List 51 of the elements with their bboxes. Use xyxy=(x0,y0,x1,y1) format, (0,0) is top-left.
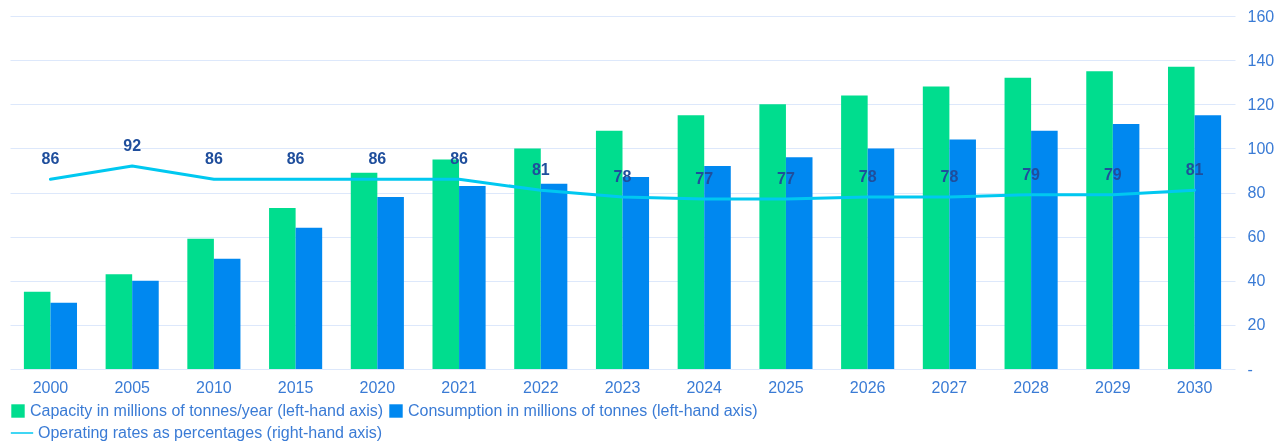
y-tick-label: 120 xyxy=(1247,95,1275,113)
x-tick-label: 2022 xyxy=(522,378,559,396)
x-tick-label: 2000 xyxy=(32,378,69,396)
data-label: 81 xyxy=(531,161,550,179)
x-tick-label: 2027 xyxy=(931,378,968,396)
bar xyxy=(350,172,378,369)
data-label: 92 xyxy=(123,137,142,155)
bar xyxy=(459,185,486,369)
data-label: 86 xyxy=(41,150,60,168)
y-tick-label: 40 xyxy=(1247,272,1266,290)
bar xyxy=(105,274,133,369)
x-tick-label: 2029 xyxy=(1095,378,1131,396)
y-tick-label: - xyxy=(1247,360,1253,378)
data-label: 77 xyxy=(777,170,795,188)
data-label: 78 xyxy=(613,167,632,185)
y-tick-label: 60 xyxy=(1247,228,1266,246)
x-tick-label: 2005 xyxy=(114,378,151,396)
x-tick-label: 2010 xyxy=(196,378,232,396)
x-tick-label: 2030 xyxy=(1176,378,1213,396)
legend-label: Consumption in millions of tonnes (left-hand axis) xyxy=(408,402,758,419)
legend-label: Operating rates as percentages (right-hand axis) xyxy=(38,424,383,441)
x-tick-label: 2020 xyxy=(359,378,396,396)
x-tick-label: 2021 xyxy=(441,378,477,396)
x-tick-label: 2025 xyxy=(768,378,804,396)
data-label: 81 xyxy=(1185,161,1204,179)
x-tick-label: 2028 xyxy=(1013,378,1049,396)
bar xyxy=(295,227,323,369)
x-tick-label: 2026 xyxy=(849,378,886,396)
bar xyxy=(50,302,78,369)
y-tick-label: 140 xyxy=(1247,51,1275,69)
bar xyxy=(187,238,214,369)
data-label: 86 xyxy=(368,150,387,168)
data-label: 86 xyxy=(450,150,469,168)
bar xyxy=(23,291,51,369)
bar xyxy=(540,183,568,369)
bar xyxy=(269,207,296,369)
x-tick-label: 2015 xyxy=(277,378,314,396)
y-tick-label: 160 xyxy=(1247,7,1275,25)
data-label: 78 xyxy=(858,167,877,185)
data-label: 78 xyxy=(940,167,959,185)
x-tick-label: 2024 xyxy=(686,378,723,396)
data-label: 86 xyxy=(286,150,305,168)
bar xyxy=(213,258,241,369)
y-tick-label: 80 xyxy=(1247,184,1266,201)
y-tick-label: 100 xyxy=(1247,139,1275,157)
bar xyxy=(132,280,159,369)
data-label: 86 xyxy=(205,150,223,168)
y-tick-label: 20 xyxy=(1247,316,1266,334)
x-tick-label: 2023 xyxy=(604,378,641,396)
legend-label: Capacity in millions of tonnes/year (left-hand axis) xyxy=(30,402,384,419)
bar xyxy=(377,196,404,369)
